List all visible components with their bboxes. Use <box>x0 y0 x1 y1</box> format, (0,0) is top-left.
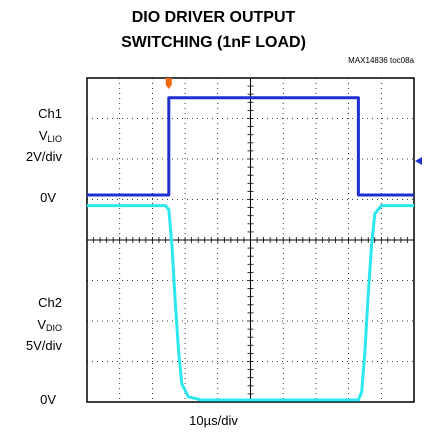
scope-markers <box>165 78 422 165</box>
ch2-label: Ch2 VDIO 5V/div <box>12 295 62 354</box>
ch1-signal: VLIO <box>38 128 62 144</box>
ch2-zero-label: 0V <box>40 392 56 407</box>
chart-title-line2: SWITCHING (1nF LOAD) <box>121 34 306 51</box>
trigger-level-arrow-icon <box>415 157 422 165</box>
ch1-scale: 2V/div <box>25 149 62 164</box>
ch1-name: Ch1 <box>38 106 62 121</box>
scope-traces <box>87 96 414 402</box>
x-axis-label: 10µs/div <box>189 413 238 428</box>
ch1-label: Ch1 VLIO 2V/div <box>12 106 62 165</box>
ch2-scale: 5V/div <box>25 338 62 353</box>
trigger-marker-icon <box>165 78 172 89</box>
ch1-zero-label: 0V <box>40 190 56 205</box>
ch2-name: Ch2 <box>38 295 62 310</box>
chart-title-line1: DIO DRIVER OUTPUT <box>131 9 296 26</box>
figure-id: MAX14836 toc08a <box>348 56 414 65</box>
trace-ch1 <box>87 96 414 197</box>
scope-grid <box>86 77 415 403</box>
trace-ch2 <box>87 204 414 402</box>
ch2-signal: VDIO <box>37 317 62 333</box>
